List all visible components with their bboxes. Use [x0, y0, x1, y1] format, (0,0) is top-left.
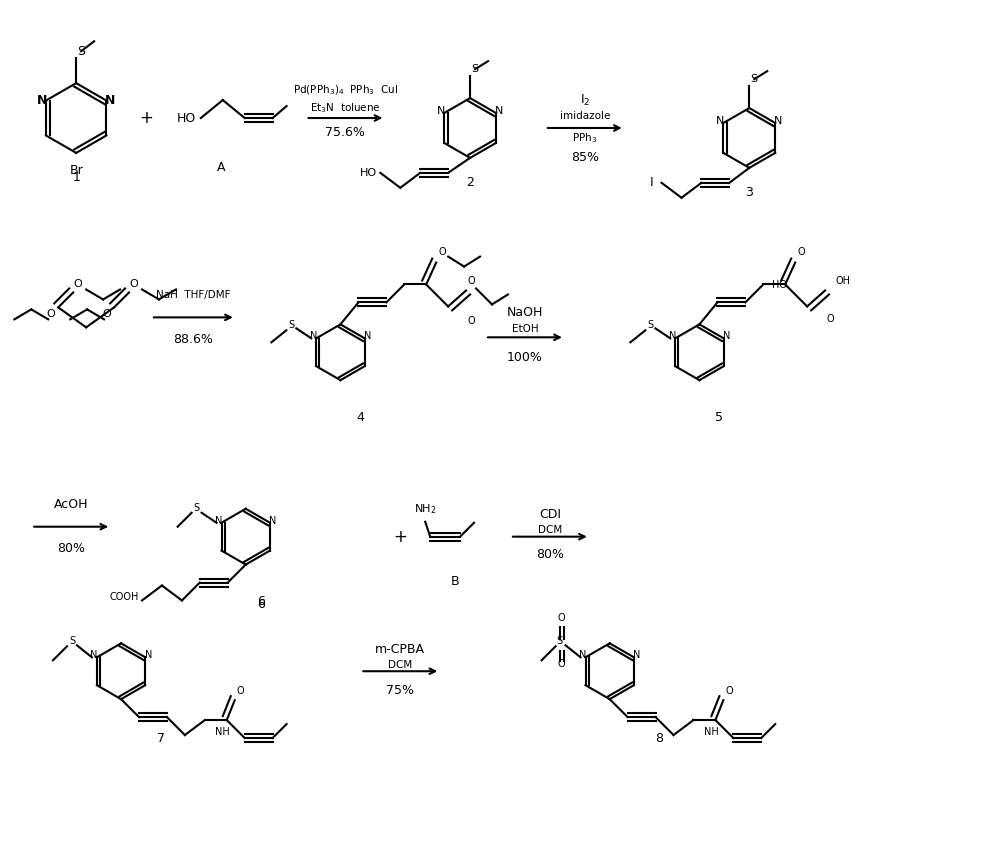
Text: 2: 2	[466, 176, 474, 189]
Text: O: O	[103, 310, 111, 319]
Text: 80%: 80%	[57, 542, 85, 555]
Text: O: O	[47, 310, 56, 319]
Text: I: I	[650, 176, 653, 189]
Text: 4: 4	[356, 411, 364, 424]
Text: 1: 1	[72, 172, 80, 185]
Text: 7: 7	[157, 732, 165, 745]
Text: N: N	[495, 106, 503, 116]
Text: O: O	[558, 613, 565, 623]
Text: HO: HO	[772, 280, 787, 290]
Text: N: N	[145, 650, 152, 661]
Text: 88.6%: 88.6%	[173, 333, 213, 346]
Text: N: N	[269, 516, 277, 525]
Text: DCM: DCM	[538, 525, 562, 535]
Text: S: S	[288, 320, 294, 330]
Text: N: N	[716, 116, 725, 126]
Text: HO: HO	[360, 168, 377, 178]
Text: O: O	[558, 659, 565, 669]
Text: S: S	[194, 503, 200, 512]
Text: Pd(PPh$_3$)$_4$  PPh$_3$  CuI: Pd(PPh$_3$)$_4$ PPh$_3$ CuI	[293, 83, 398, 97]
Text: NaH  THF/DMF: NaH THF/DMF	[156, 290, 230, 301]
Text: 5: 5	[715, 411, 723, 424]
Text: 85%: 85%	[571, 152, 599, 165]
Text: NaOH: NaOH	[507, 306, 543, 319]
Text: HO: HO	[177, 112, 196, 125]
Text: O: O	[467, 277, 475, 286]
Text: N: N	[215, 516, 222, 525]
Text: N: N	[774, 116, 782, 126]
Text: I$_2$: I$_2$	[580, 93, 590, 108]
Text: 8: 8	[656, 732, 664, 745]
Text: S: S	[751, 75, 758, 84]
Text: S: S	[77, 45, 85, 58]
Text: Br: Br	[69, 165, 83, 178]
Text: 100%: 100%	[507, 351, 543, 364]
Text: N: N	[723, 331, 730, 342]
Text: EtOH: EtOH	[512, 324, 538, 335]
Text: +: +	[393, 528, 407, 545]
Text: 80%: 80%	[536, 548, 564, 561]
Text: m-CPBA: m-CPBA	[375, 642, 425, 655]
Text: N: N	[90, 650, 98, 661]
Text: N: N	[579, 650, 586, 661]
Text: O: O	[726, 686, 733, 696]
Text: N: N	[105, 95, 116, 107]
Text: S: S	[647, 320, 653, 330]
Text: imidazole: imidazole	[560, 111, 610, 121]
Text: 75%: 75%	[386, 684, 414, 697]
Text: AcOH: AcOH	[54, 499, 88, 512]
Text: N: N	[364, 331, 371, 342]
Text: NH$_2$: NH$_2$	[414, 502, 436, 516]
Text: NH: NH	[215, 727, 230, 737]
Text: N: N	[437, 106, 445, 116]
Text: O: O	[237, 686, 245, 696]
Text: N: N	[310, 331, 317, 342]
Text: OH: OH	[835, 277, 850, 286]
Text: PPh$_3$: PPh$_3$	[572, 131, 597, 145]
Text: 3: 3	[745, 186, 753, 199]
Text: O: O	[74, 279, 83, 290]
Text: S: S	[557, 636, 563, 646]
Text: O: O	[797, 246, 805, 257]
Text: A: A	[217, 161, 225, 174]
Text: DCM: DCM	[388, 661, 412, 670]
Text: O: O	[438, 246, 446, 257]
Text: CDI: CDI	[539, 508, 561, 521]
Text: COOH: COOH	[109, 592, 139, 603]
Text: +: +	[139, 109, 153, 127]
Text: O: O	[826, 315, 834, 324]
Text: N: N	[37, 95, 47, 107]
Text: 75.6%: 75.6%	[325, 127, 365, 140]
Text: N: N	[669, 331, 676, 342]
Text: O: O	[467, 316, 475, 326]
Text: N: N	[633, 650, 641, 661]
Text: Et$_3$N  toluene: Et$_3$N toluene	[310, 101, 381, 115]
Text: NH: NH	[704, 727, 719, 737]
Text: O: O	[130, 279, 138, 290]
Text: B: B	[451, 575, 459, 588]
Text: S: S	[69, 636, 75, 646]
Text: 6: 6	[257, 595, 265, 608]
Text: S: S	[472, 64, 479, 75]
Text: 6: 6	[257, 598, 265, 611]
